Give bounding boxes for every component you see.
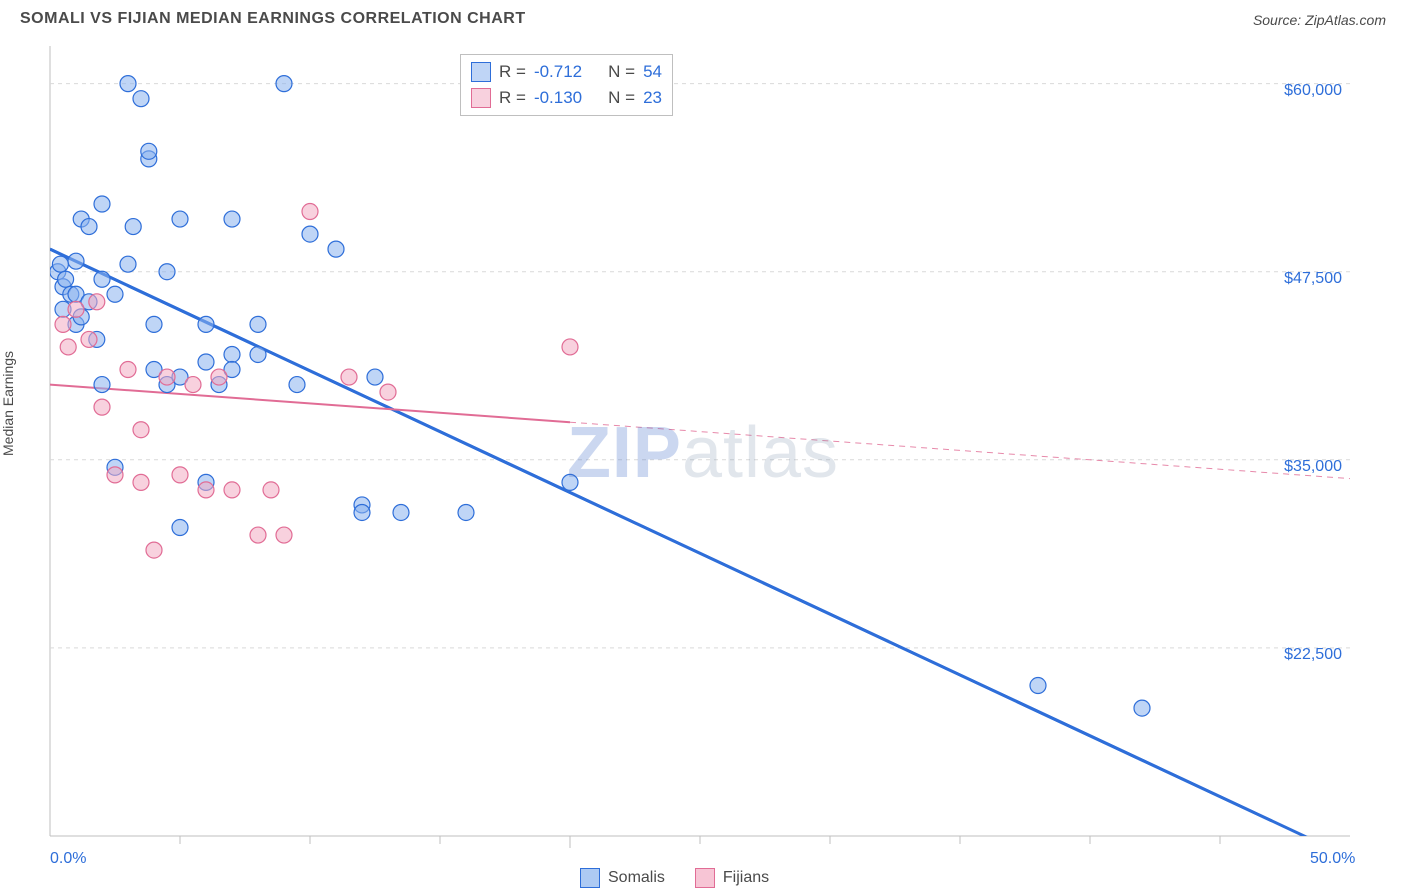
- stats-row: R = -0.130 N = 23: [471, 85, 662, 111]
- legend-item: Somalis: [580, 868, 665, 888]
- stat-N-label: N =: [608, 59, 635, 85]
- y-tick-label: $22,500: [1284, 646, 1342, 664]
- legend-label: Fijians: [723, 869, 769, 887]
- scatter-plot: [0, 36, 1406, 886]
- stat-R-label: R =: [499, 85, 526, 111]
- y-axis-label: Median Earnings: [0, 351, 16, 456]
- x-tick-label: 50.0%: [1310, 850, 1355, 868]
- legend-swatch: [580, 868, 600, 888]
- chart-title: SOMALI VS FIJIAN MEDIAN EARNINGS CORRELA…: [20, 10, 526, 28]
- series-swatch: [471, 88, 491, 108]
- stat-R-value: -0.130: [534, 85, 582, 111]
- legend-label: Somalis: [608, 869, 665, 887]
- legend-item: Fijians: [695, 868, 769, 888]
- stats-row: R = -0.712 N = 54: [471, 59, 662, 85]
- y-tick-label: $47,500: [1284, 270, 1342, 288]
- header: SOMALI VS FIJIAN MEDIAN EARNINGS CORRELA…: [0, 0, 1406, 36]
- source-credit: Source: ZipAtlas.com: [1253, 12, 1386, 28]
- stat-N-value: 54: [643, 59, 662, 85]
- y-tick-label: $35,000: [1284, 458, 1342, 476]
- stats-box: R = -0.712 N = 54 R = -0.130 N = 23: [460, 54, 673, 116]
- stat-R-label: R =: [499, 59, 526, 85]
- x-tick-label: 0.0%: [50, 850, 86, 868]
- y-tick-label: $60,000: [1284, 82, 1342, 100]
- series-swatch: [471, 62, 491, 82]
- legend-swatch: [695, 868, 715, 888]
- legend-bottom: Somalis Fijians: [580, 868, 769, 888]
- stat-N-value: 23: [643, 85, 662, 111]
- chart-area: Median Earnings ZIPatlas R =-0.712N =54R…: [0, 36, 1406, 886]
- stat-N-label: N =: [608, 85, 635, 111]
- stat-R-value: -0.712: [534, 59, 582, 85]
